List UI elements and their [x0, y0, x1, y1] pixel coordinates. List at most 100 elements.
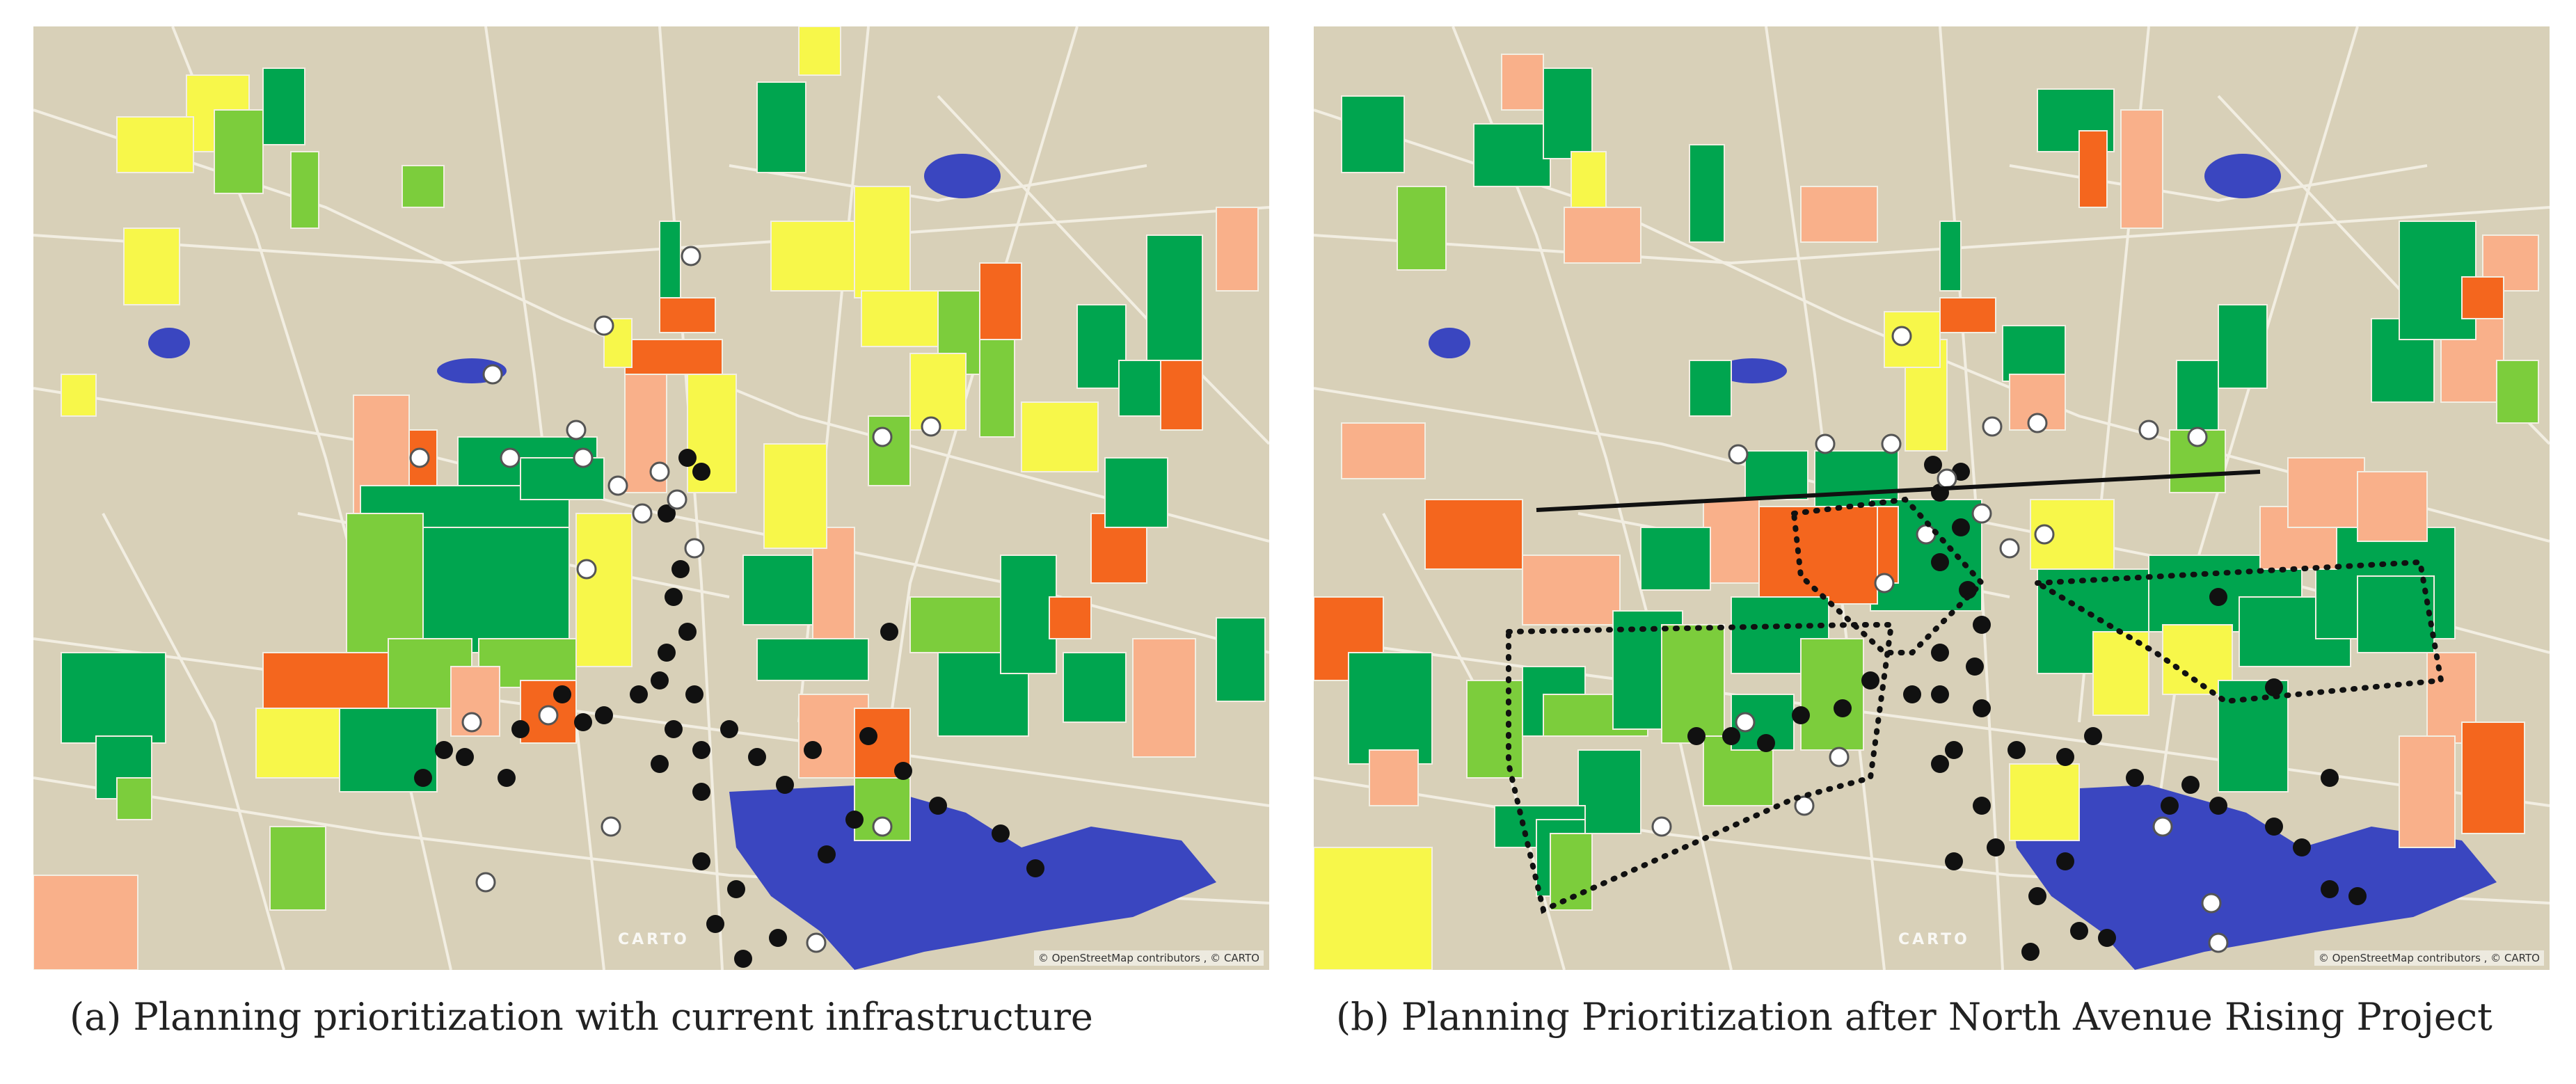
station-filled — [1903, 685, 1921, 703]
station-filled — [1687, 727, 1706, 745]
priority-block — [1473, 123, 1551, 187]
station-open — [684, 538, 705, 559]
priority-block — [33, 875, 138, 970]
station-filled — [456, 748, 474, 766]
priority-block — [116, 116, 194, 173]
station-open — [2187, 427, 2208, 447]
station-filled — [414, 769, 432, 787]
station-open — [667, 489, 687, 510]
station-open — [1937, 468, 1957, 489]
priority-block — [659, 221, 681, 298]
priority-block — [624, 339, 723, 375]
station-open — [475, 872, 496, 893]
project-zone-west — [1506, 622, 1895, 914]
station-filled — [2181, 776, 2200, 794]
water-body — [924, 154, 1001, 198]
priority-block — [1076, 304, 1127, 389]
priority-block — [1397, 186, 1447, 271]
station-open — [573, 447, 594, 468]
water-body — [1429, 328, 1470, 358]
priority-block — [770, 221, 862, 292]
station-filled — [2209, 588, 2227, 606]
map-attribution[interactable]: © OpenStreetMap contributors , © CARTO — [2314, 950, 2544, 966]
station-filled — [2056, 748, 2074, 766]
priority-block — [1021, 401, 1099, 472]
station-open — [1651, 816, 1672, 837]
station-open — [538, 705, 559, 726]
station-filled — [553, 685, 571, 703]
station-filled — [776, 776, 794, 794]
priority-block — [1466, 680, 1523, 779]
station-filled — [720, 720, 738, 738]
station-filled — [511, 720, 530, 738]
station-open — [2034, 524, 2055, 545]
station-open — [576, 559, 597, 580]
priority-block — [123, 228, 180, 305]
station-filled — [2209, 797, 2227, 815]
priority-block — [1000, 555, 1057, 674]
station-filled — [804, 741, 822, 759]
station-open — [806, 932, 827, 953]
station-open — [921, 416, 941, 437]
priority-block — [520, 457, 605, 500]
station-filled — [1966, 657, 1984, 676]
map-panel-b: CARTO © OpenStreetMap contributors , © C… — [1314, 26, 2550, 970]
station-filled — [706, 915, 724, 933]
road — [1939, 26, 2004, 970]
station-open — [2201, 893, 2222, 914]
priority-block — [2009, 763, 2080, 841]
priority-block — [1661, 624, 1725, 744]
station-filled — [1973, 699, 1991, 717]
station-filled — [992, 824, 1010, 843]
map-canvas-b — [1314, 26, 2550, 970]
station-filled — [1924, 456, 1942, 474]
water-body — [2204, 154, 2281, 198]
priority-block — [659, 297, 716, 333]
priority-block — [1160, 360, 1203, 431]
station-filled — [769, 929, 787, 947]
priority-block — [1501, 54, 1544, 111]
station-filled — [574, 713, 592, 731]
priority-block — [798, 26, 841, 76]
station-filled — [595, 706, 613, 724]
station-open — [681, 246, 701, 266]
priority-block — [742, 555, 813, 625]
station-filled — [880, 623, 898, 641]
station-open — [1999, 538, 2020, 559]
station-filled — [685, 685, 703, 703]
station-filled — [692, 741, 710, 759]
station-filled — [1973, 616, 1991, 634]
map-canvas-a — [33, 26, 1269, 970]
station-filled — [929, 797, 947, 815]
station-open — [607, 475, 628, 496]
priority-block — [1703, 499, 1760, 584]
priority-block — [1939, 221, 1962, 292]
priority-block — [1369, 749, 1419, 806]
priority-block — [1348, 652, 1433, 765]
priority-block — [61, 652, 166, 744]
station-open — [2152, 816, 2173, 837]
station-filled — [1834, 699, 1852, 717]
station-filled — [2056, 852, 2074, 870]
caption-panel-b: (b) Planning Prioritization after North … — [1336, 995, 2492, 1039]
station-filled — [2070, 922, 2088, 940]
station-filled — [651, 755, 669, 773]
station-open — [482, 364, 503, 385]
priority-block — [1049, 596, 1092, 639]
priority-block — [861, 290, 939, 347]
station-filled — [2126, 769, 2144, 787]
station-open — [1794, 795, 1815, 816]
priority-block — [1118, 360, 1161, 417]
priority-block — [1564, 207, 1641, 264]
priority-block — [1939, 297, 1996, 333]
priority-block — [909, 353, 967, 431]
station-filled — [630, 685, 648, 703]
station-open — [1874, 573, 1895, 593]
station-open — [632, 503, 653, 524]
station-open — [409, 447, 430, 468]
station-filled — [498, 769, 516, 787]
map-attribution[interactable]: © OpenStreetMap contributors , © CARTO — [1033, 950, 1264, 966]
water-body — [148, 328, 190, 358]
priority-block — [2287, 457, 2365, 528]
station-open — [1881, 433, 1902, 454]
